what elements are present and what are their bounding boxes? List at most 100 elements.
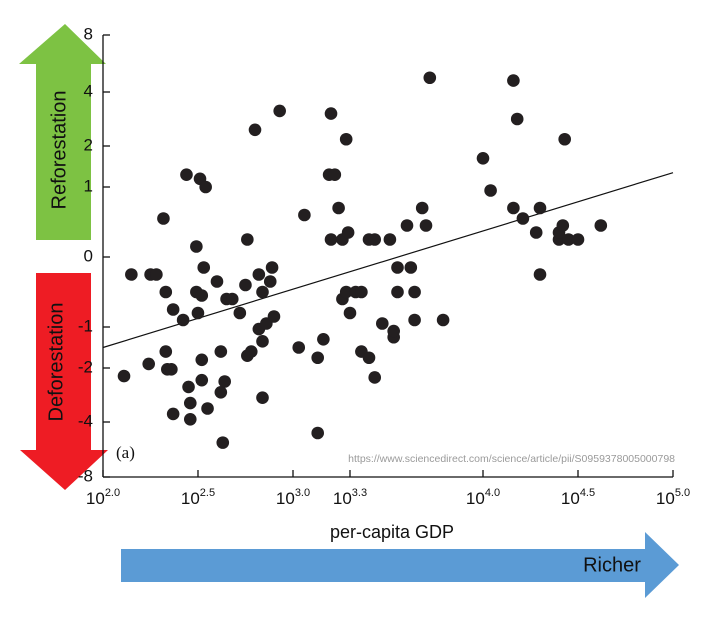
data-point [387,324,400,338]
y-tick-label: 4 [84,81,93,100]
data-point [166,303,180,316]
y-tick-label: -8 [78,466,93,485]
data-point [562,233,575,246]
data-point [419,219,433,232]
data-point [311,351,325,365]
data-point [252,268,266,281]
data-point [125,268,138,281]
data-point [159,345,173,358]
data-point [176,313,190,327]
data-point [190,240,203,253]
data-point [533,201,547,215]
y-tick-label: 8 [84,24,93,43]
data-point [391,285,404,299]
data-point [195,353,209,367]
reforestation-arrow: Reforestation [19,24,106,240]
data-point [436,313,450,327]
data-point [233,306,247,320]
data-point [159,285,173,299]
data-point [157,212,170,225]
data-point [195,373,209,387]
data-point [267,310,281,323]
data-point [214,345,228,358]
richer-arrow: Richer [121,532,679,598]
data-point [180,168,193,181]
x-tick-label: 102.5 [181,487,215,508]
data-point [362,351,376,365]
data-point [339,132,353,146]
data-point [225,292,239,306]
reforestation-label: Reforestation [48,91,70,210]
data-point [355,285,368,299]
y-tick-label: -1 [78,316,93,335]
data-point [273,104,286,118]
y-tick-label: 1 [84,176,93,195]
data-point [201,402,214,415]
data-point [183,396,197,410]
x-tick-label: 102.0 [86,487,120,508]
data-point [404,261,418,274]
data-point [195,289,209,302]
data-point [150,268,163,281]
x-axis-title: per-capita GDP [330,522,454,542]
data-point [263,275,277,288]
data-point [298,208,311,222]
data-point [391,261,404,274]
data-point [423,71,437,85]
data-point [265,261,279,274]
data-point [507,74,520,87]
source-url: https://www.sciencedirect.com/science/ar… [348,453,675,465]
data-point [507,201,520,215]
data-point [191,306,205,320]
data-points [117,71,608,449]
data-point [214,386,228,399]
reforestation-arrow-shape [19,24,106,240]
x-tick-label: 103.3 [333,487,367,508]
data-point [166,407,180,421]
x-tick-label: 105.0 [656,487,690,508]
y-axis-ticks: 8 4 2 1 0 -1 -2 -4 -8 [78,24,110,485]
data-point [324,233,338,246]
data-point [556,219,570,232]
data-point [197,261,211,274]
data-point [341,226,355,239]
data-point [510,112,524,126]
data-point [165,363,178,376]
data-point [256,391,269,405]
data-point [183,413,197,426]
x-tick-label: 103.0 [276,487,310,508]
data-point [571,233,585,246]
data-point [375,317,389,330]
data-point [241,233,254,246]
data-point [484,184,497,197]
data-point [368,371,382,384]
data-point [529,226,543,239]
data-point [533,268,547,281]
y-tick-label: -4 [78,411,93,430]
data-point [292,341,306,354]
data-point [256,335,269,348]
data-point [317,333,330,346]
data-point [343,306,357,320]
data-point [558,132,571,146]
deforestation-arrow: Deforestation [20,273,108,490]
data-point [328,168,342,181]
x-tick-label: 104.0 [466,487,500,508]
data-point [182,380,195,394]
data-point [256,285,269,299]
data-point [415,201,429,215]
data-point [142,357,156,371]
deforestation-arrow-shape [20,273,108,490]
data-point [408,285,421,299]
deforestation-label: Deforestation [45,303,67,422]
x-tick-label: 104.5 [561,487,595,508]
data-point [332,201,345,215]
data-point [594,219,608,232]
data-point [239,278,252,292]
data-point [476,152,490,165]
data-point [199,180,212,194]
y-tick-label: 0 [84,246,93,265]
data-point [368,233,382,246]
data-point [400,219,414,232]
x-axis-ticks: 102.0 102.5 103.0 103.3 104.0 104.5 105.0 [86,470,690,508]
